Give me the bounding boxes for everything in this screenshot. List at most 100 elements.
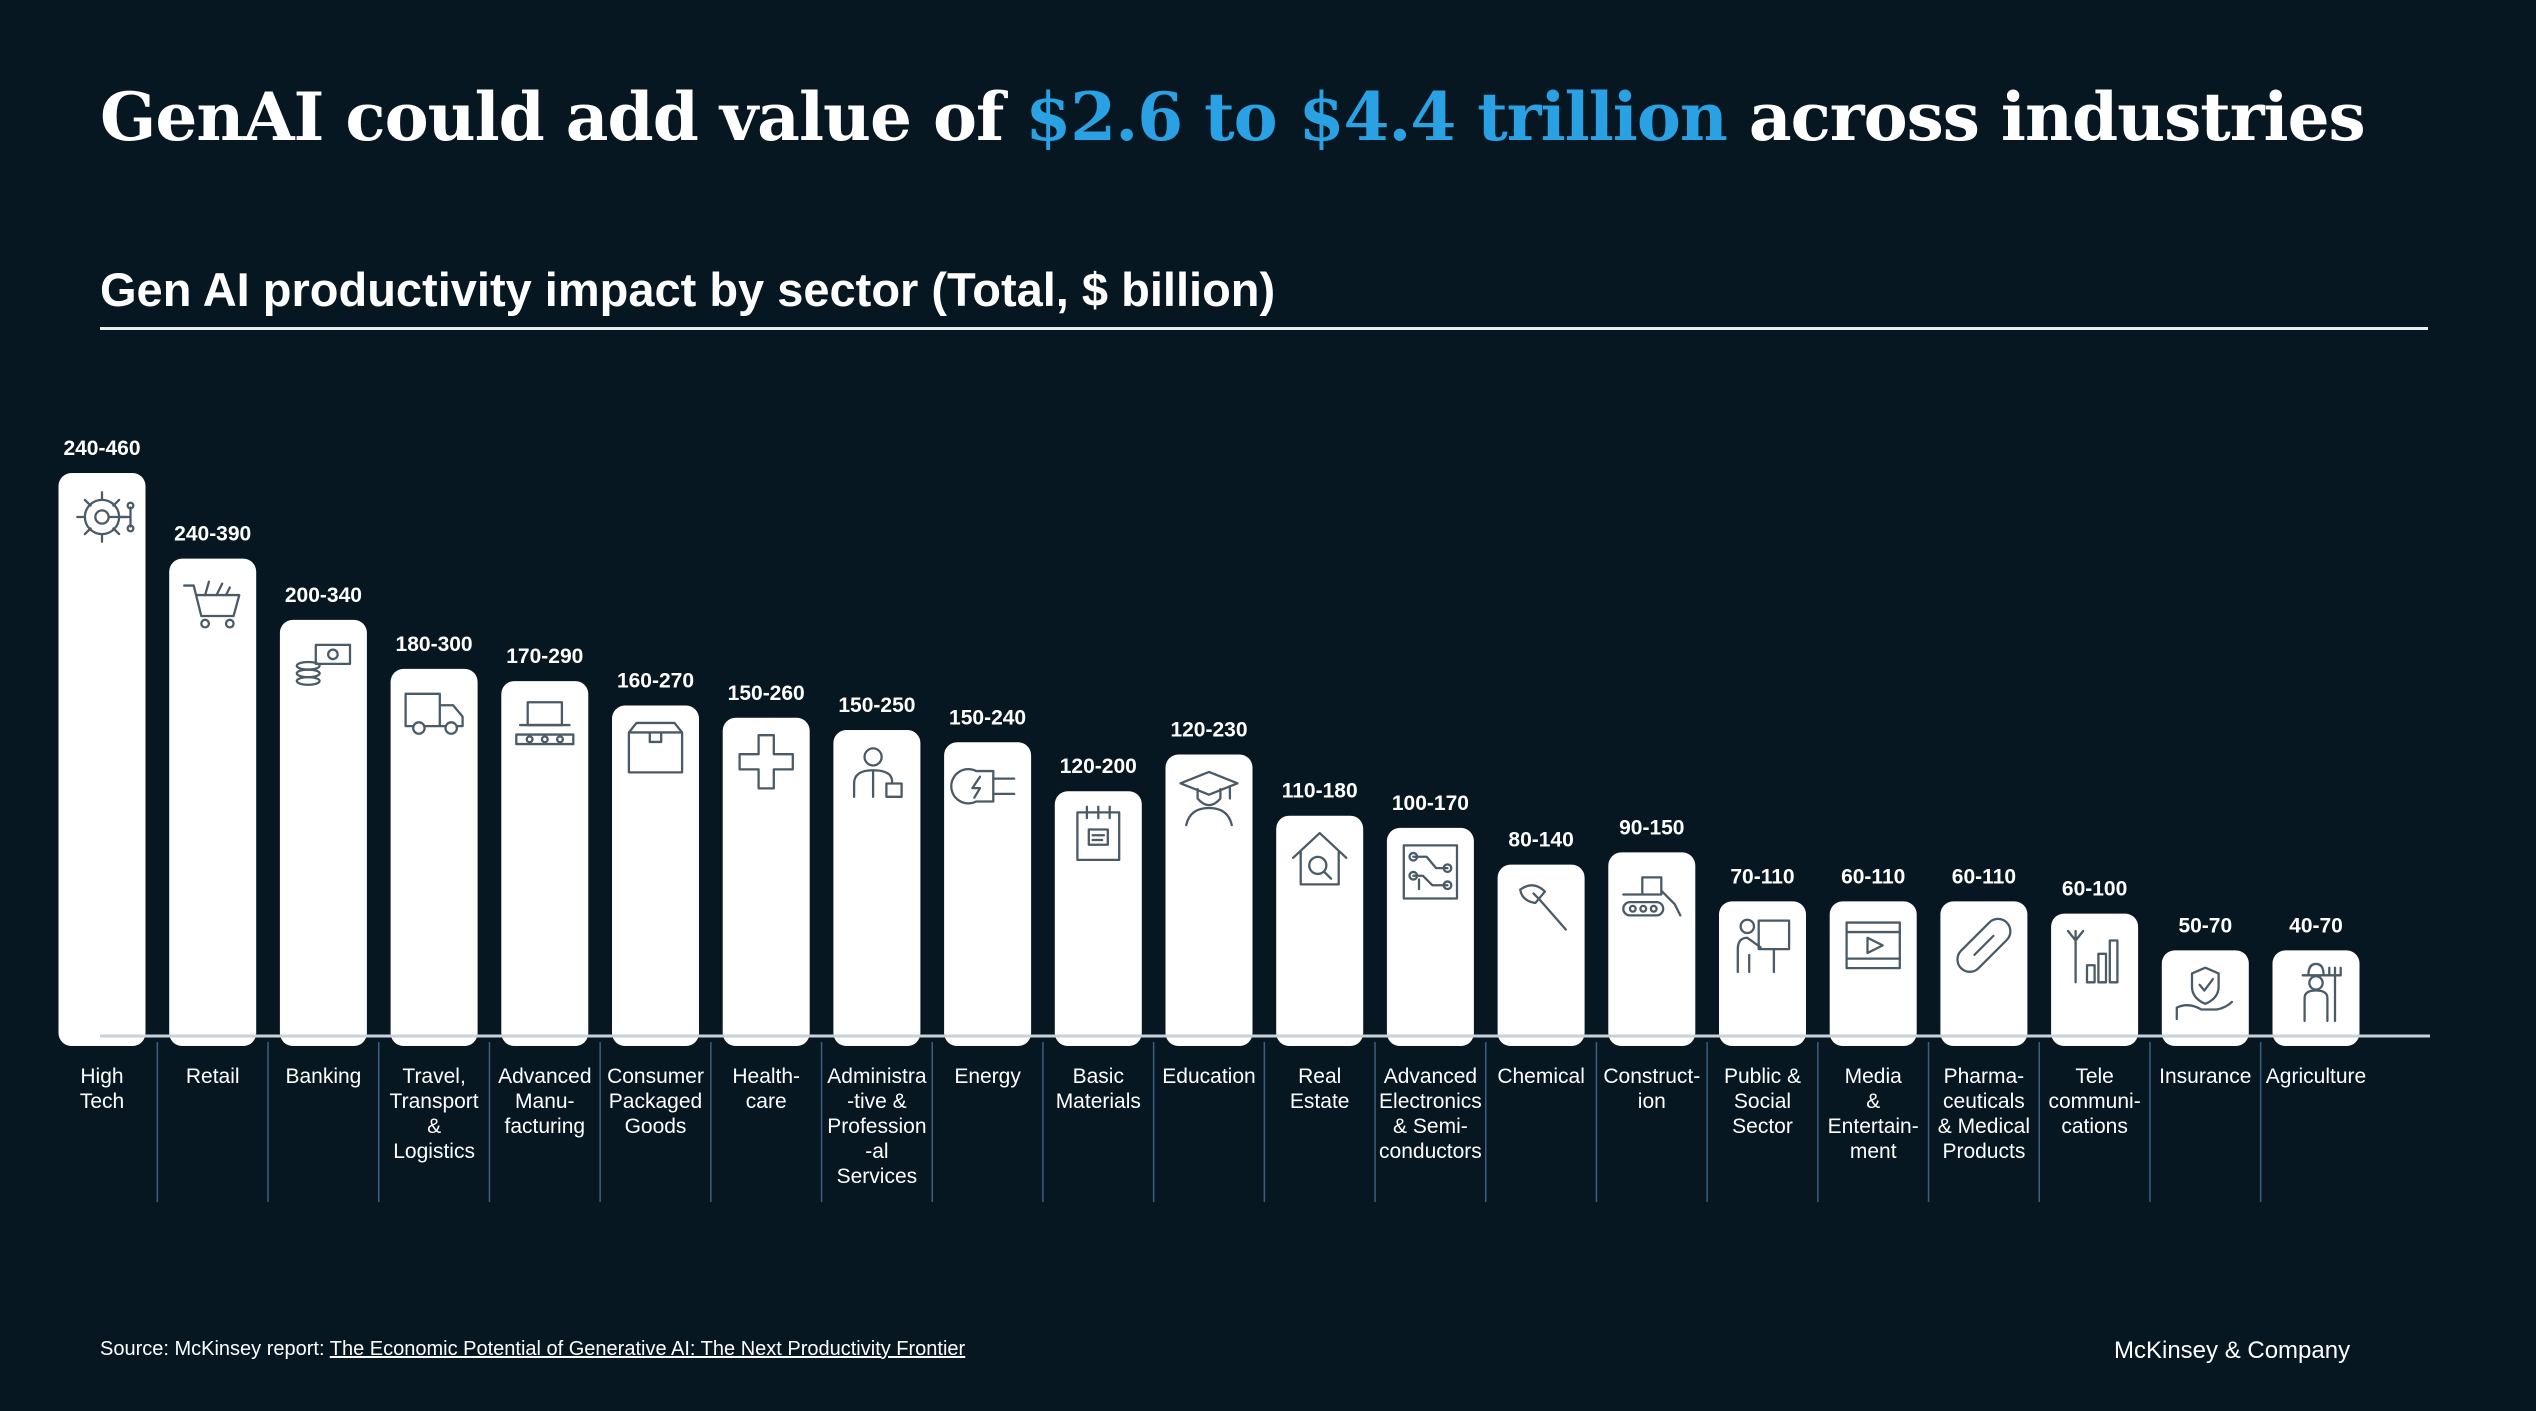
value-label: 150-250 xyxy=(838,694,915,717)
category-label-line: & xyxy=(1866,1090,1880,1113)
category-label: Education xyxy=(1162,1065,1255,1088)
value-label: 170-290 xyxy=(506,645,583,668)
category-label: Basic Materials xyxy=(1056,1065,1141,1113)
category-label: Retail xyxy=(186,1065,240,1088)
category-label-line: Estate xyxy=(1290,1090,1350,1113)
bar xyxy=(944,742,1032,1046)
category-label: Public & Social Sector xyxy=(1724,1065,1801,1138)
bar xyxy=(279,619,367,1046)
category-label: High Tech xyxy=(80,1065,124,1113)
category-label-line: Materials xyxy=(1056,1090,1141,1113)
category-label: Advanced Manu-facturing xyxy=(498,1065,591,1138)
value-label: 240-460 xyxy=(63,437,140,460)
category-label-line: Packaged xyxy=(609,1090,702,1113)
category-label-line: Education xyxy=(1162,1065,1255,1088)
subtitle-bold: Gen AI productivity impact by sector (To… xyxy=(100,263,1069,316)
bar xyxy=(2161,950,2249,1046)
value-label: 120-230 xyxy=(1170,719,1247,742)
category-label-line: communi- xyxy=(2049,1090,2141,1113)
brand-mark: McKinsey & Company xyxy=(2114,1337,2351,1364)
bar xyxy=(169,558,257,1046)
category-label-line: -al xyxy=(865,1140,888,1163)
bar xyxy=(390,668,478,1046)
bar xyxy=(1940,901,2028,1046)
category-label-line: Real xyxy=(1298,1065,1341,1088)
bar-chart: 240-460 High Tech 240-390 Retail 200-340 Banki… xyxy=(58,437,2430,1202)
value-label: 100-170 xyxy=(1392,792,1469,815)
category-label-line: Retail xyxy=(186,1065,240,1088)
farmer-icon xyxy=(2301,962,2342,1023)
notepad-icon xyxy=(1076,805,1121,862)
category-label-line: Tech xyxy=(80,1090,124,1113)
bar xyxy=(1497,864,1585,1046)
source-prefix: Source: McKinsey report: xyxy=(100,1338,330,1360)
category-label-line: & Medical xyxy=(1938,1115,2030,1138)
category-label-line: Construct- xyxy=(1603,1065,1700,1088)
hand-shield-icon xyxy=(2175,966,2234,1021)
category-label-line: Entertain- xyxy=(1828,1115,1919,1138)
category-label-line: Banking xyxy=(285,1065,361,1088)
category-label: Travel, Transport & Logistics xyxy=(390,1065,479,1163)
delivery-truck-icon xyxy=(404,692,464,735)
category-label-line: Health- xyxy=(732,1065,800,1088)
ai-chip-gear-icon xyxy=(76,491,135,543)
category-label: Agriculture xyxy=(2266,1065,2366,1088)
bar xyxy=(833,730,921,1046)
category-label: Energy xyxy=(954,1065,1021,1088)
category-label-line: Advanced xyxy=(498,1065,591,1088)
category-label-line: Insurance xyxy=(2159,1065,2251,1088)
value-label: 180-300 xyxy=(396,633,473,656)
value-label: 240-390 xyxy=(174,523,251,546)
category-label-line: Public & xyxy=(1724,1065,1801,1088)
value-label: 160-270 xyxy=(617,670,694,693)
category-label-line: Tele xyxy=(2075,1065,2114,1088)
subtitle-regular: $ billion) xyxy=(1068,263,1276,316)
category-label: Advanced Electronics & Semi-conductors xyxy=(1379,1065,1482,1163)
signal-tower-icon xyxy=(2066,929,2119,984)
value-label: 80-140 xyxy=(1508,829,1573,852)
value-label: 200-340 xyxy=(285,584,362,607)
value-label: 150-260 xyxy=(728,682,805,705)
source-link[interactable]: The Economic Potential of Generative AI:… xyxy=(329,1338,966,1360)
bar xyxy=(1386,827,1474,1046)
pill-capsule-icon xyxy=(1956,917,2012,973)
headline-suffix: across industries xyxy=(1726,78,2366,156)
category-label-line: Advanced xyxy=(1384,1065,1477,1088)
category-label-line: ceuticals xyxy=(1943,1090,2025,1113)
category-label-line: ion xyxy=(1638,1090,1666,1113)
conveyor-laptop-icon xyxy=(515,701,575,746)
value-label: 60-100 xyxy=(2062,878,2127,901)
category-label-line: Electronics xyxy=(1379,1090,1482,1113)
category-label: Administra -tive & Profession -al Services xyxy=(827,1065,927,1188)
energy-plug-icon xyxy=(950,768,1016,805)
circuit-board-icon xyxy=(1402,844,1459,900)
category-label-line: Pharma- xyxy=(1944,1065,2025,1088)
value-label: 50-70 xyxy=(2178,914,2232,937)
house-search-icon xyxy=(1291,831,1348,886)
category-label-line: Products xyxy=(1942,1140,2025,1163)
category-label-line: & Semi- xyxy=(1393,1115,1468,1138)
medical-cross-icon xyxy=(738,734,794,790)
category-label-line: Basic xyxy=(1073,1065,1124,1088)
category-label-line: Travel, xyxy=(402,1065,465,1088)
category-label-line: Goods xyxy=(625,1115,687,1138)
bar xyxy=(1719,901,1806,1046)
category-label: Chemical xyxy=(1497,1065,1585,1088)
category-label-line: care xyxy=(746,1090,787,1113)
bar xyxy=(1829,901,1917,1046)
category-label: Insurance xyxy=(2159,1065,2251,1088)
category-label-line: Social xyxy=(1734,1090,1791,1113)
category-label-line: Manu- xyxy=(515,1090,575,1113)
category-label-line: Transport xyxy=(390,1090,479,1113)
category-label-line: Services xyxy=(837,1165,918,1188)
category-label-line: ment xyxy=(1850,1140,1897,1163)
graduate-icon xyxy=(1179,770,1239,827)
category-label: Health-care xyxy=(732,1065,800,1113)
bar xyxy=(1608,852,1696,1046)
presenter-board-icon xyxy=(1736,918,1791,974)
money-stack-icon xyxy=(295,643,352,686)
category-label: Media & Entertain-ment xyxy=(1828,1065,1919,1163)
category-label-line: facturing xyxy=(505,1115,586,1138)
chart-subtitle: Gen AI productivity impact by sector (To… xyxy=(100,262,1275,317)
subtitle-rule xyxy=(100,327,2428,330)
